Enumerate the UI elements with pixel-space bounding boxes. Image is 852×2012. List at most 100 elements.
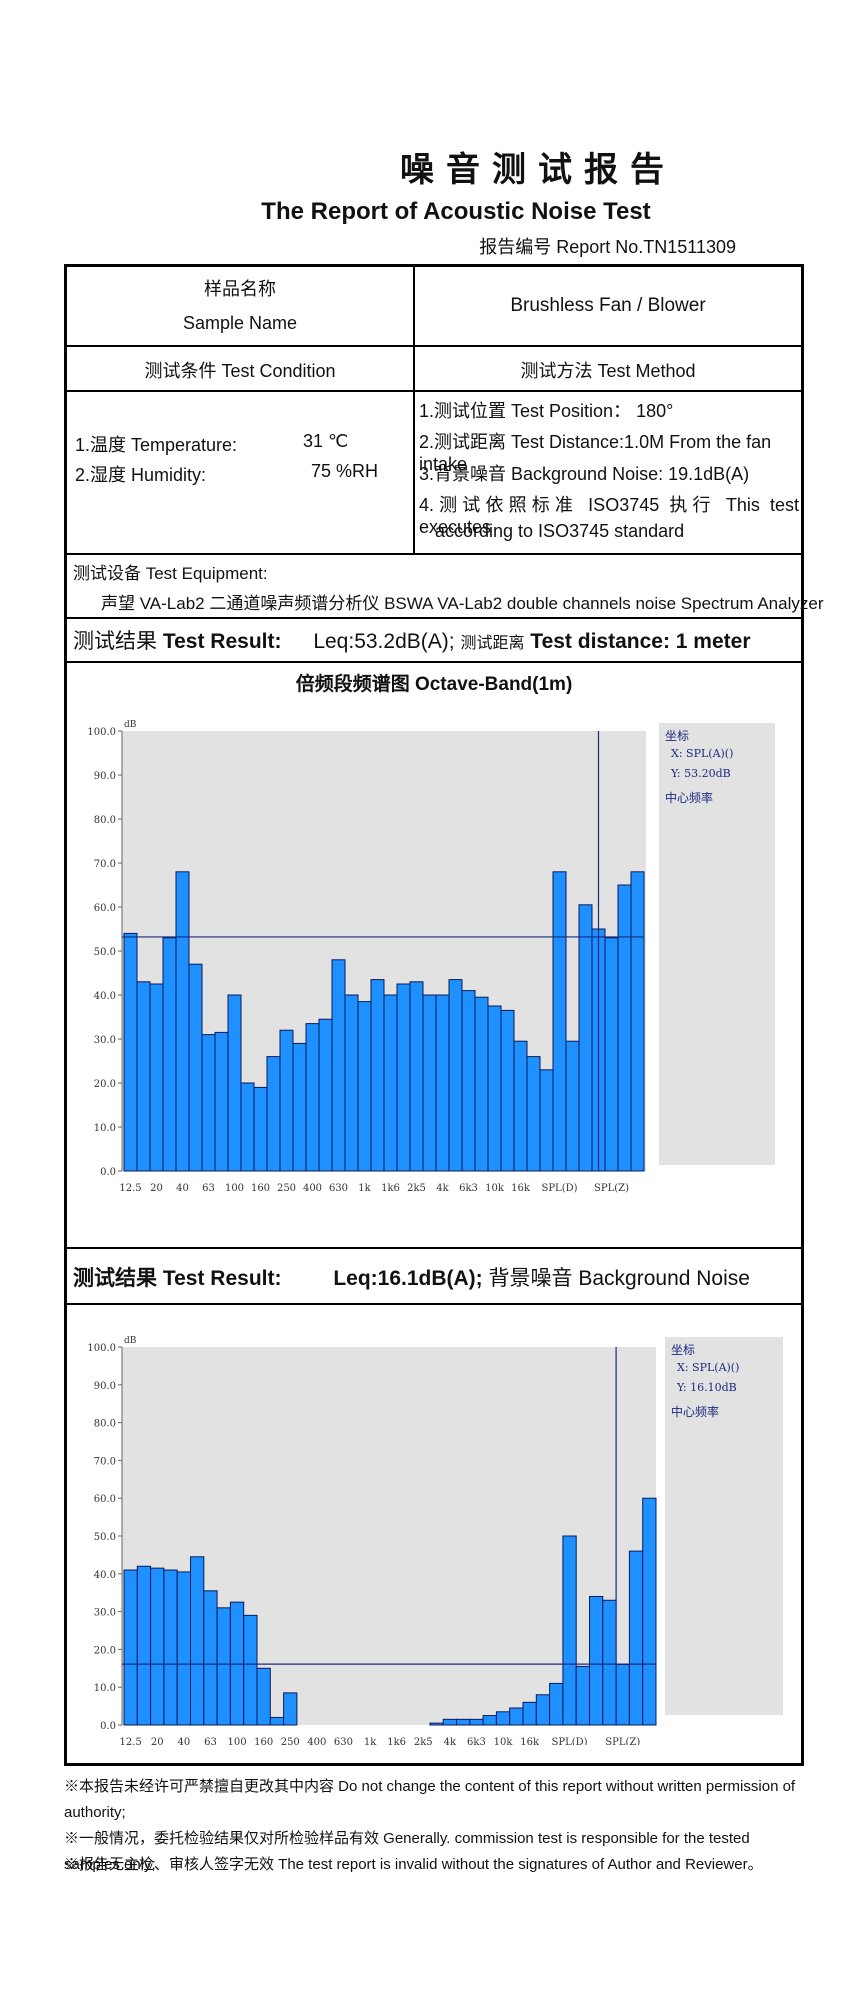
bar [253,1086,268,1172]
bar [176,1571,191,1726]
y-tick-label: 60.0 [94,903,116,914]
bar [589,1595,604,1726]
footer-note-2: ※一般情况，委托检验结果仅对所检验样品有效 Generally. commiss… [64,1830,750,1873]
x-tick-label: 1k [364,1737,377,1745]
result1-leq: Leq:53.2dB(A); [313,630,455,653]
bar [123,932,138,1172]
x-tick-label: 63 [204,1737,217,1745]
bar [442,1718,458,1726]
result1-line: 测试结果 Test Result: Leq:53.2dB(A); 测试距离 Te… [73,625,751,655]
bar [123,1569,138,1726]
y-tick-label: 90.0 [94,771,116,782]
y-tick-label: 20.0 [94,1079,116,1090]
bar [630,871,645,1172]
bar [602,1599,617,1726]
result2-leq: Leq:16.1dB(A); [333,1267,483,1290]
table-divider [67,1303,801,1305]
x-tick-label: 63 [202,1183,215,1194]
bar [203,1590,218,1726]
background-noise-chart: 0.0 10.0 20.0 30.0 40.0 50.0 60.0 70.0 80.0 90.0 1… [87,1336,657,1745]
x-tick-label: SPL(D) [552,1737,588,1745]
result1-label-en: Test Result: [162,630,282,653]
method-distance: 2.测试距离 Test Distance:1.0M From the fan i… [419,432,772,474]
bar [642,1497,657,1726]
y-tick-label: 40.0 [94,991,116,1002]
chart1-title: 倍频段频谱图 Octave-Band(1m) [295,674,573,695]
bar [604,937,619,1172]
y-tick-label: 100.0 [87,727,116,738]
bar [513,1040,528,1172]
table-divider [67,390,801,392]
bar [522,1701,537,1726]
x-tick-label: 400 [307,1737,326,1745]
bar [227,994,242,1172]
report-title-cn: 噪音测试报告 [400,150,676,190]
legend1-y: Y: 53.20dB [671,767,731,780]
bar [190,1556,205,1726]
chart2-legend: 坐标 X: SPL(A)() Y: 16.10dB 中心频率 [665,1337,783,1715]
bar [150,1567,165,1726]
report-table: 样品名称 Sample Name Brushless Fan / Blower … [64,264,823,1766]
bar [162,937,177,1172]
x-tick-label: 1k6 [387,1737,406,1745]
result1-distance-en: Test distance: 1 meter [530,630,751,653]
bar [214,1031,229,1172]
x-tick-label: 12.5 [120,1737,142,1745]
x-tick-label: 160 [251,1183,270,1194]
bar [409,981,424,1172]
bar [318,1018,333,1172]
result1-distance-cn: 测试距离 [460,635,525,652]
bar [279,1029,294,1172]
bar [578,904,593,1172]
y-tick-label: 0.0 [100,1721,116,1732]
bar [383,994,398,1172]
bar [201,1034,216,1172]
x-tick-label: 4k [444,1737,457,1745]
bar [562,1535,577,1726]
bar [331,959,346,1172]
y-tick-label: 10.0 [94,1683,116,1694]
bar [163,1569,178,1726]
bar [305,1023,320,1172]
y-axis-label: dB [124,720,137,730]
x-tick-label: 630 [334,1737,353,1745]
bar [448,979,463,1172]
result2-background: 背景噪音 Background Noise [488,1267,750,1290]
x-tick-label: 100 [225,1183,244,1194]
bar [243,1614,258,1726]
x-tick-label: 6k3 [459,1183,478,1194]
temperature-value: 31 ℃ [303,431,349,451]
x-tick-label: 1k6 [381,1183,400,1194]
x-tick-label: SPL(D) [541,1183,577,1194]
bar [628,1550,644,1726]
bar [565,1040,580,1172]
footer-note-1: ※本报告未经许可严禁擅自更改其中内容 Do not change the con… [64,1778,796,1821]
bar [456,1718,471,1726]
legend1-title: 坐标 [665,729,690,743]
x-tick-label: 250 [277,1183,296,1194]
x-tick-label: SPL(Z) [594,1183,629,1194]
x-tick-label: SPL(Z) [605,1737,640,1745]
legend2-title: 坐标 [671,1343,696,1357]
bar [256,1667,271,1726]
bar [469,1718,484,1726]
x-tick-label: 16k [511,1183,531,1194]
x-tick-label: 16k [520,1737,540,1745]
test-method-header: 测试方法 Test Method [520,361,696,381]
bar [495,1711,511,1726]
temperature-label: 1.温度 Temperature: [75,435,238,455]
method-standard: 4.测试依照标准 ISO3745 执行 This test executes [419,495,799,537]
x-tick-label: 4k [436,1183,449,1194]
y-tick-label: 70.0 [94,859,116,870]
bar [487,1005,502,1172]
chart1-legend: 坐标 X: SPL(A)() Y: 53.20dB 中心频率 [659,723,775,1165]
x-tick-label: 2k5 [414,1737,433,1745]
x-tick-label: 40 [176,1183,189,1194]
bar [266,1056,281,1172]
y-tick-label: 20.0 [94,1645,116,1656]
bar [535,1694,551,1726]
x-tick-label: 630 [329,1183,348,1194]
x-tick-label: 10k [485,1183,505,1194]
bar [482,1715,497,1726]
y-tick-label: 50.0 [94,947,116,958]
